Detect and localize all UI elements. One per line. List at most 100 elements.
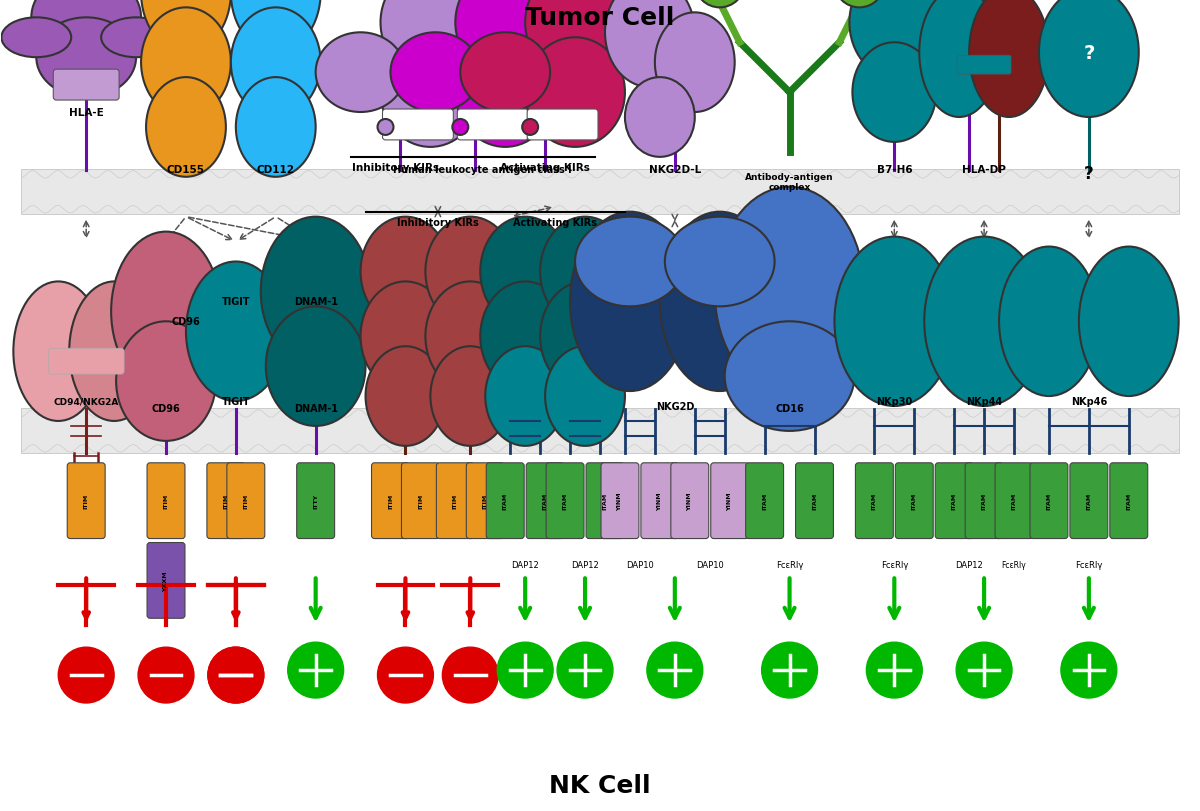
FancyBboxPatch shape — [546, 463, 584, 539]
Text: NKp30: NKp30 — [876, 397, 912, 406]
Text: CD16: CD16 — [775, 404, 804, 414]
Text: FcεRIγ: FcεRIγ — [1075, 560, 1103, 570]
Ellipse shape — [101, 19, 170, 58]
Text: HLA-E: HLA-E — [68, 108, 103, 118]
Ellipse shape — [455, 0, 556, 78]
Text: Inhibitory KIRs: Inhibitory KIRs — [397, 217, 479, 227]
Text: ITAM: ITAM — [982, 492, 986, 509]
Text: NK Cell: NK Cell — [550, 773, 650, 796]
FancyBboxPatch shape — [935, 463, 973, 539]
FancyBboxPatch shape — [467, 463, 504, 539]
Text: DNAM-1: DNAM-1 — [294, 404, 337, 414]
Text: CD94/NKG2A: CD94/NKG2A — [54, 397, 119, 406]
Ellipse shape — [852, 43, 936, 143]
Text: ITAM: ITAM — [602, 492, 607, 509]
FancyBboxPatch shape — [383, 109, 454, 141]
Circle shape — [443, 647, 498, 703]
FancyBboxPatch shape — [586, 463, 624, 539]
Text: ITTY: ITTY — [313, 493, 318, 508]
Text: ITIM: ITIM — [418, 493, 422, 508]
Text: ITAM: ITAM — [1046, 492, 1051, 509]
Text: DAP10: DAP10 — [626, 560, 654, 570]
Ellipse shape — [390, 33, 480, 113]
Ellipse shape — [70, 282, 160, 422]
Ellipse shape — [360, 282, 450, 392]
Text: ?: ? — [1084, 165, 1093, 182]
Text: ITAM: ITAM — [1012, 492, 1016, 509]
Circle shape — [208, 647, 264, 703]
Ellipse shape — [725, 322, 854, 431]
FancyBboxPatch shape — [527, 109, 598, 141]
Text: YINM: YINM — [618, 491, 623, 510]
Ellipse shape — [142, 0, 230, 54]
FancyBboxPatch shape — [601, 463, 638, 539]
Ellipse shape — [426, 217, 515, 327]
Ellipse shape — [526, 0, 625, 78]
Text: Antibody-antigen
complex: Antibody-antigen complex — [745, 173, 834, 192]
Ellipse shape — [480, 217, 570, 327]
Ellipse shape — [31, 0, 142, 63]
Text: Tumor Cell: Tumor Cell — [526, 6, 674, 30]
Text: Human leukocyte antigen class I: Human leukocyte antigen class I — [394, 165, 572, 174]
Text: TIGIT: TIGIT — [222, 297, 250, 307]
FancyBboxPatch shape — [745, 463, 784, 539]
Text: CD96: CD96 — [172, 317, 200, 327]
Text: Inhibitory KIRs: Inhibitory KIRs — [352, 162, 439, 173]
FancyBboxPatch shape — [796, 463, 834, 539]
Ellipse shape — [1079, 247, 1178, 397]
Ellipse shape — [480, 282, 570, 392]
FancyBboxPatch shape — [995, 463, 1033, 539]
Text: ITIM: ITIM — [163, 493, 168, 508]
Circle shape — [288, 642, 343, 698]
Circle shape — [497, 642, 553, 698]
Text: FcεRIγ: FcεRIγ — [776, 560, 803, 570]
Text: ITAM: ITAM — [762, 492, 767, 509]
Ellipse shape — [146, 78, 226, 178]
Text: ITIM: ITIM — [452, 493, 458, 508]
Ellipse shape — [970, 0, 1049, 118]
Text: DAP12: DAP12 — [955, 560, 983, 570]
Text: CD155: CD155 — [167, 165, 205, 174]
FancyBboxPatch shape — [965, 463, 1003, 539]
FancyBboxPatch shape — [296, 463, 335, 539]
Text: FcεRIγ: FcεRIγ — [1002, 560, 1026, 570]
Text: YINM: YINM — [688, 491, 692, 510]
Text: CD96: CD96 — [151, 404, 180, 414]
Text: ITAM: ITAM — [812, 492, 817, 509]
Ellipse shape — [112, 232, 221, 392]
Ellipse shape — [366, 347, 445, 446]
FancyBboxPatch shape — [67, 463, 106, 539]
Ellipse shape — [625, 78, 695, 157]
Ellipse shape — [230, 0, 320, 54]
Text: FcεRIγ: FcεRIγ — [881, 560, 908, 570]
Ellipse shape — [575, 217, 685, 307]
Ellipse shape — [834, 238, 954, 406]
Text: ITAM: ITAM — [912, 492, 917, 509]
FancyBboxPatch shape — [526, 463, 564, 539]
Circle shape — [956, 642, 1012, 698]
FancyBboxPatch shape — [641, 463, 679, 539]
FancyBboxPatch shape — [671, 463, 709, 539]
Ellipse shape — [850, 0, 940, 78]
Ellipse shape — [1039, 0, 1139, 118]
Ellipse shape — [230, 8, 320, 118]
FancyBboxPatch shape — [958, 56, 1012, 75]
Text: ITAM: ITAM — [563, 492, 568, 509]
Ellipse shape — [715, 187, 864, 397]
FancyBboxPatch shape — [148, 463, 185, 539]
Ellipse shape — [655, 13, 734, 113]
Text: DNAM-1: DNAM-1 — [294, 297, 337, 307]
Ellipse shape — [665, 217, 774, 307]
Text: ITIM: ITIM — [388, 493, 392, 508]
FancyBboxPatch shape — [856, 463, 893, 539]
Text: ITIM: ITIM — [223, 493, 228, 508]
Text: NKp46: NKp46 — [1070, 397, 1106, 406]
Circle shape — [138, 647, 194, 703]
Circle shape — [208, 647, 264, 703]
Ellipse shape — [924, 238, 1044, 406]
Text: DAP12: DAP12 — [511, 560, 539, 570]
FancyBboxPatch shape — [486, 463, 524, 539]
Circle shape — [762, 642, 817, 698]
Ellipse shape — [526, 38, 625, 148]
Text: NKG2D-L: NKG2D-L — [649, 165, 701, 174]
